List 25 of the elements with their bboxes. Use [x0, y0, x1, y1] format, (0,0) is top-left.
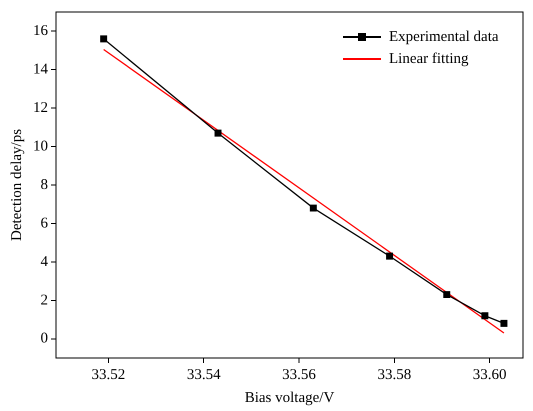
x-axis-title: Bias voltage/V: [244, 390, 334, 406]
point: [100, 35, 108, 42]
x-tick-label: 33.60: [472, 366, 507, 383]
y-tick-label: 6: [40, 215, 48, 232]
y-tick-label: 0: [40, 330, 48, 347]
y-tick-label: 12: [33, 100, 48, 116]
y-tick-label: 16: [33, 23, 48, 40]
point: [310, 204, 317, 212]
y-tick-label: 4: [40, 254, 48, 270]
x-tick-label: 33.58: [377, 366, 412, 383]
point: [214, 130, 222, 137]
y-tick-label: 14: [33, 62, 48, 78]
x-tick-label: 33.54: [186, 366, 222, 383]
y-tick-label: 10: [33, 138, 48, 154]
x-tick-label: 33.56: [282, 366, 316, 383]
y-axis-title: Detection delay/ps: [8, 128, 25, 242]
y-tick-label: 8: [40, 176, 48, 193]
legend-label: Experimental data: [389, 28, 499, 46]
x-tick-label: 33.52: [92, 366, 126, 383]
point: [386, 252, 394, 260]
point: [500, 320, 508, 327]
point: [481, 312, 488, 320]
point: [443, 291, 450, 298]
legend-label: Linear fitting: [389, 50, 469, 68]
y-tick-label: 2: [40, 292, 48, 308]
